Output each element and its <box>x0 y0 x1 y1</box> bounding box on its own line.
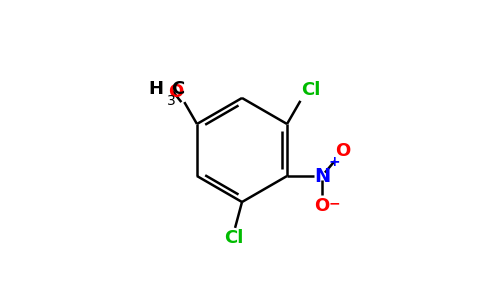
Text: 3: 3 <box>166 94 175 108</box>
Text: Cl: Cl <box>225 229 244 247</box>
Text: Cl: Cl <box>302 81 321 99</box>
Text: −: − <box>329 196 340 210</box>
Text: C: C <box>171 80 185 98</box>
Text: H: H <box>149 80 164 98</box>
Text: O: O <box>168 83 183 101</box>
Text: +: + <box>329 155 340 170</box>
Text: O: O <box>335 142 351 160</box>
Text: O: O <box>315 197 330 215</box>
Text: N: N <box>314 167 330 185</box>
